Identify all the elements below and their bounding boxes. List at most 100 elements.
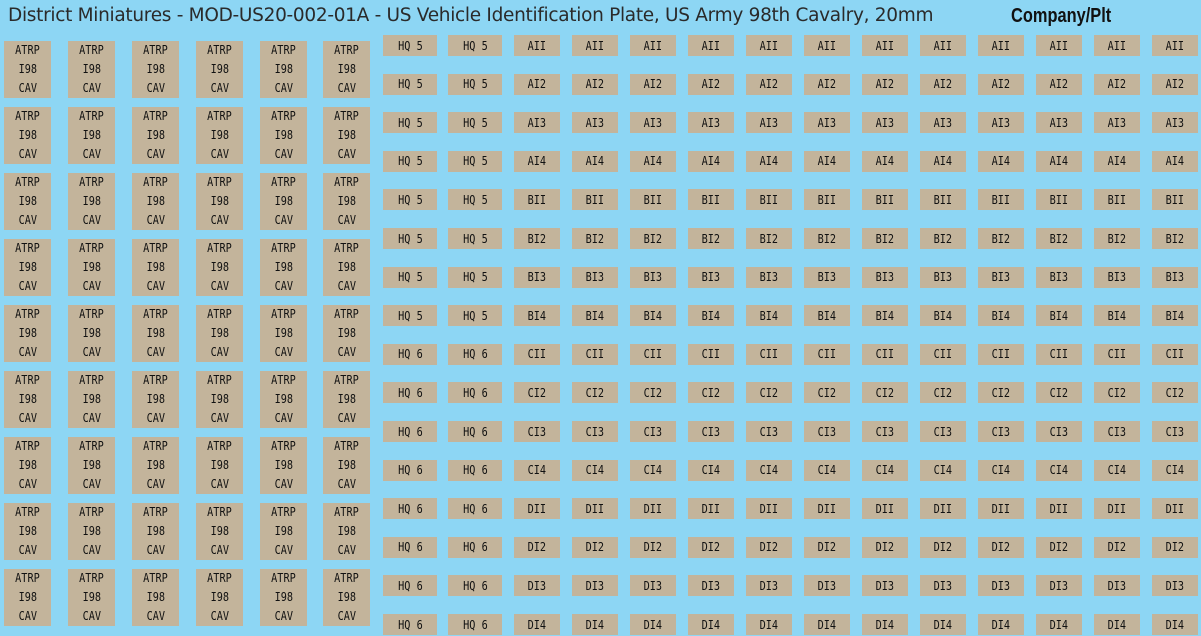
plate-text: BI2 bbox=[701, 231, 721, 246]
plate-line: CAV bbox=[210, 213, 229, 227]
company-plt-plate: CI3 bbox=[804, 421, 850, 442]
plate-text: BI3 bbox=[991, 270, 1011, 285]
company-plt-plate: CI3 bbox=[746, 421, 792, 442]
company-plt-plate: AI4 bbox=[804, 150, 850, 172]
plate-text: CI4 bbox=[1107, 463, 1127, 478]
plate-text: AII bbox=[527, 38, 547, 53]
plate-text: AI3 bbox=[701, 115, 721, 130]
company-plt-plate: AI4 bbox=[978, 150, 1024, 172]
plate-text: BI3 bbox=[759, 270, 779, 285]
plate-text: BI4 bbox=[817, 308, 837, 323]
plate-line: I98 bbox=[82, 392, 101, 406]
company-plt-plate: AII bbox=[572, 35, 618, 56]
troop-plate: ATRP I98 CAV bbox=[68, 173, 115, 230]
company-plt-plate: DI3 bbox=[746, 575, 792, 597]
company-plt-plate: BI2 bbox=[1036, 228, 1082, 249]
troop-plate: ATRP I98 CAV bbox=[260, 239, 307, 296]
plate-text: BI2 bbox=[643, 231, 663, 246]
plate-text: HQ 6 bbox=[462, 385, 488, 400]
company-plt-plate: CI3 bbox=[978, 421, 1024, 442]
plate-text: HQ 6 bbox=[462, 501, 488, 516]
troop-plate: ATRP I98 CAV bbox=[196, 107, 243, 164]
company-plt-plate: CI3 bbox=[920, 421, 966, 442]
plate-line: CAV bbox=[18, 279, 37, 293]
troop-plate: ATRP I98 CAV bbox=[323, 437, 370, 494]
troop-plate: ATRP I98 CAV bbox=[196, 503, 243, 560]
plate-text: HQ 5 bbox=[462, 77, 488, 92]
plate-text: DI4 bbox=[701, 617, 721, 632]
troop-plate: ATRP I98 CAV bbox=[196, 173, 243, 230]
plate-line: I98 bbox=[274, 194, 293, 208]
plate-line: ATRP bbox=[207, 241, 232, 255]
plate-line: CAV bbox=[210, 543, 229, 557]
company-plt-plate: BI3 bbox=[920, 266, 966, 288]
plate-line: ATRP bbox=[15, 109, 40, 123]
plate-line: I98 bbox=[18, 260, 37, 274]
company-plt-plate: BI3 bbox=[804, 266, 850, 288]
plate-text: HQ 6 bbox=[397, 617, 423, 632]
plate-line: I98 bbox=[146, 194, 165, 208]
company-plt-plate: DII bbox=[630, 498, 676, 520]
company-plt-plate: DI2 bbox=[862, 536, 908, 558]
hq-plate: HQ 6 bbox=[383, 575, 437, 597]
company-plt-plate: BI2 bbox=[572, 228, 618, 249]
company-plt-plate: DI2 bbox=[746, 536, 792, 558]
plate-text: CII bbox=[585, 347, 605, 362]
plate-line: I98 bbox=[337, 590, 356, 604]
troop-plate: ATRP I98 CAV bbox=[323, 107, 370, 164]
company-plt-plate: BI4 bbox=[630, 305, 676, 327]
plate-line: I98 bbox=[337, 260, 356, 274]
plate-line: I98 bbox=[274, 392, 293, 406]
troop-plate: ATRP I98 CAV bbox=[4, 437, 51, 494]
plate-line: CAV bbox=[274, 345, 293, 359]
plate-text: HQ 5 bbox=[397, 154, 423, 169]
company-plt-plate: BII bbox=[688, 189, 734, 211]
plate-text: DI4 bbox=[991, 617, 1011, 632]
plate-text: CI3 bbox=[759, 424, 779, 439]
company-plt-plate: AII bbox=[746, 35, 792, 56]
company-plt-plate: DI4 bbox=[978, 614, 1024, 635]
plate-line: I98 bbox=[274, 62, 293, 76]
plate-line: ATRP bbox=[143, 241, 168, 255]
company-plt-plate: DI2 bbox=[630, 536, 676, 558]
plate-text: AI2 bbox=[991, 77, 1011, 92]
plate-line: CAV bbox=[18, 345, 37, 359]
company-plt-plate: AI2 bbox=[630, 73, 676, 95]
company-plt-plate: AI3 bbox=[630, 112, 676, 134]
plate-text: AI3 bbox=[759, 115, 779, 130]
plate-text: HQ 5 bbox=[397, 115, 423, 130]
company-plt-plate: AII bbox=[978, 35, 1024, 56]
company-plt-plate: DI4 bbox=[572, 614, 618, 635]
plate-text: BI2 bbox=[933, 231, 953, 246]
company-plt-plate: DI4 bbox=[1152, 614, 1198, 635]
plate-text: AII bbox=[1049, 38, 1069, 53]
company-plt-plate: DI3 bbox=[920, 575, 966, 597]
company-plt-plate: AI4 bbox=[1152, 150, 1198, 172]
plate-text: BI2 bbox=[817, 231, 837, 246]
troop-plate: ATRP I98 CAV bbox=[68, 305, 115, 362]
plate-text: AII bbox=[817, 38, 837, 53]
plate-text: BII bbox=[759, 192, 779, 207]
plate-line: ATRP bbox=[334, 175, 359, 189]
plate-text: CI2 bbox=[991, 385, 1011, 400]
company-plt-plate: CI3 bbox=[1036, 421, 1082, 442]
plate-line: ATRP bbox=[143, 307, 168, 321]
plate-text: HQ 5 bbox=[462, 308, 488, 323]
company-plt-plate: AII bbox=[920, 35, 966, 56]
company-plt-plate: CI2 bbox=[1094, 382, 1140, 404]
company-plt-plate: AI3 bbox=[514, 112, 560, 134]
plate-line: I98 bbox=[210, 62, 229, 76]
company-plt-plate: BI4 bbox=[514, 305, 560, 327]
company-plt-plate: BI3 bbox=[862, 266, 908, 288]
plate-text: DI3 bbox=[1107, 578, 1127, 593]
company-plt-plate: BI4 bbox=[1152, 305, 1198, 327]
plate-text: AI4 bbox=[759, 154, 779, 169]
company-plt-plate: CI4 bbox=[572, 459, 618, 481]
plate-text: DII bbox=[875, 501, 895, 516]
plate-line: CAV bbox=[82, 213, 101, 227]
plate-text: BII bbox=[933, 192, 953, 207]
plate-text: HQ 6 bbox=[462, 347, 488, 362]
plate-text: HQ 5 bbox=[462, 192, 488, 207]
company-plt-plate: CI2 bbox=[630, 382, 676, 404]
hq-plate: HQ 6 bbox=[383, 382, 437, 404]
